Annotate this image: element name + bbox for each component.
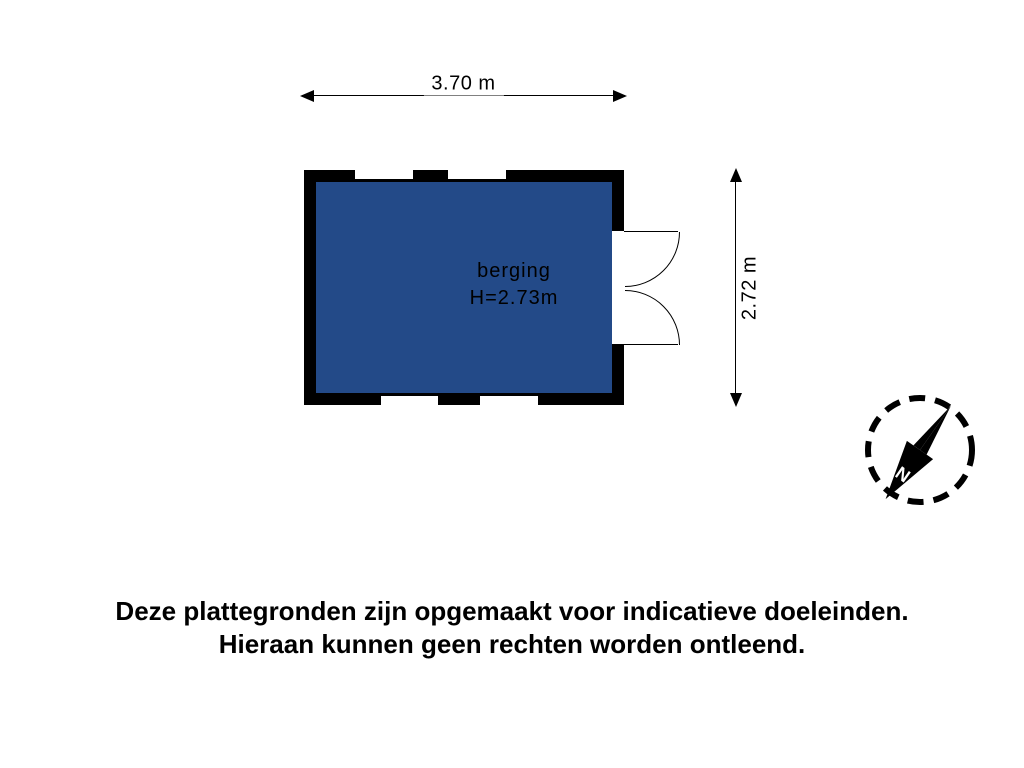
dimension-width-label: 3.70 m [423, 73, 503, 96]
room-berging: berging H=2.73m [304, 170, 624, 405]
disclaimer-line1: Deze plattegronden zijn opgemaakt voor i… [0, 595, 1024, 628]
compass-icon: N [858, 388, 982, 512]
room-label: berging H=2.73m [434, 258, 594, 312]
wall-bottom-sill [304, 393, 624, 396]
disclaimer-text: Deze plattegronden zijn opgemaakt voor i… [0, 595, 1024, 660]
stage: 3.70 m 2.72 m berging H=2.73m [0, 0, 1024, 768]
wall-left [304, 170, 316, 405]
room-name-text: berging [434, 258, 594, 285]
dimension-width-line: 3.70 m [302, 95, 625, 96]
compass-needle-tail [920, 406, 958, 455]
dimension-height-label: 2.72 m [739, 247, 762, 327]
dimension-height-line: 2.72 m [735, 170, 736, 405]
door-leaf-lower [624, 344, 678, 345]
disclaimer-line2: Hieraan kunnen geen rechten worden ontle… [0, 628, 1024, 661]
room-height-text: H=2.73m [434, 285, 594, 312]
door-leaf-upper [624, 231, 678, 232]
wall-top-sill [304, 179, 624, 182]
